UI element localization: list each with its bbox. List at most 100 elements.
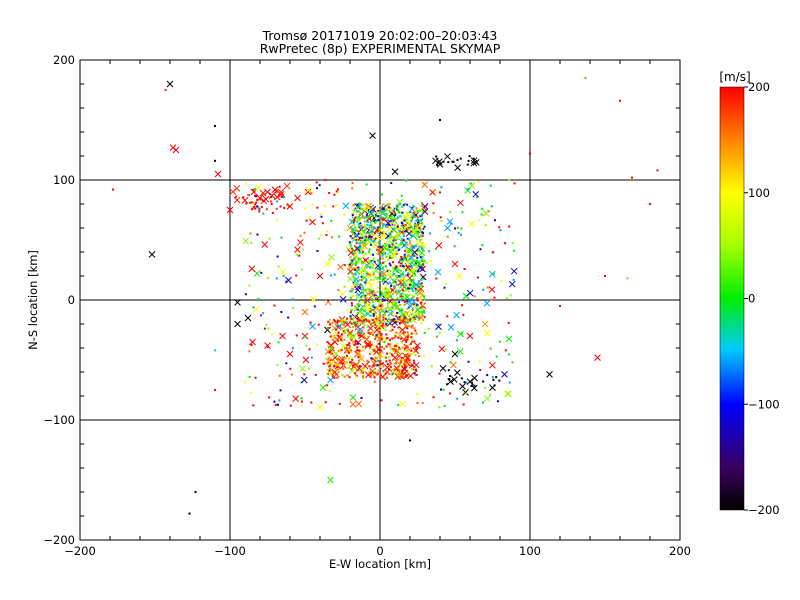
data-point-dot bbox=[379, 362, 382, 365]
data-point-dot bbox=[413, 223, 416, 226]
data-point-cross bbox=[377, 305, 385, 312]
data-point-dot bbox=[323, 205, 326, 208]
data-point-cross bbox=[229, 188, 237, 196]
data-point-dot bbox=[362, 295, 365, 298]
data-point-dot bbox=[331, 236, 334, 239]
data-point-dot bbox=[366, 288, 369, 291]
data-point-dot bbox=[421, 214, 424, 217]
data-point-dot bbox=[351, 187, 354, 190]
data-point-dot bbox=[379, 367, 382, 370]
data-point-dot bbox=[390, 283, 393, 286]
data-point-dot bbox=[420, 301, 423, 304]
data-point-cross bbox=[421, 208, 429, 215]
data-point-dot bbox=[397, 232, 400, 235]
data-point-dot bbox=[405, 220, 408, 223]
data-point-dot bbox=[300, 268, 303, 271]
data-point-dot bbox=[409, 214, 412, 217]
data-point-dot bbox=[405, 218, 408, 221]
data-point-dot bbox=[382, 324, 385, 327]
data-point-dot bbox=[325, 230, 328, 233]
data-point-dot bbox=[365, 238, 368, 241]
data-point-dot bbox=[373, 364, 376, 367]
data-point-dot bbox=[500, 280, 503, 283]
data-point-dot bbox=[374, 215, 377, 218]
data-point-dot bbox=[407, 371, 410, 374]
data-point-dot bbox=[354, 345, 357, 348]
data-point-dot bbox=[383, 341, 386, 344]
data-point-dot bbox=[358, 251, 361, 254]
data-point-dot bbox=[414, 329, 417, 332]
data-point-dot bbox=[418, 317, 421, 320]
data-point-cross bbox=[403, 211, 410, 219]
data-point-dot bbox=[442, 160, 445, 163]
data-point-dot bbox=[289, 404, 292, 407]
data-point-dot bbox=[276, 200, 279, 203]
data-point-dot bbox=[326, 384, 329, 387]
data-point-dot bbox=[449, 374, 452, 377]
data-point-dot bbox=[369, 374, 372, 377]
data-point-dot bbox=[378, 303, 381, 306]
data-point-dot bbox=[448, 378, 451, 381]
data-point-cross bbox=[355, 349, 363, 357]
data-point-dot bbox=[399, 303, 402, 306]
data-point-dot bbox=[356, 349, 359, 352]
data-point-dot bbox=[349, 315, 352, 318]
data-point-dot bbox=[359, 203, 362, 206]
data-point-dot bbox=[357, 257, 360, 260]
data-point-dot bbox=[392, 216, 395, 219]
data-point-dot bbox=[329, 351, 332, 354]
data-point-dot bbox=[393, 286, 396, 289]
data-point-cross bbox=[401, 241, 409, 249]
data-point-cross bbox=[241, 197, 249, 204]
data-point-dot bbox=[350, 312, 353, 315]
data-point-dot bbox=[479, 248, 482, 251]
data-point-dot bbox=[365, 204, 368, 207]
data-point-dot bbox=[390, 353, 393, 356]
data-point-cross bbox=[450, 376, 458, 383]
data-point-dot bbox=[415, 239, 418, 242]
data-point-dot bbox=[374, 323, 377, 326]
data-point-dot bbox=[402, 289, 405, 292]
data-point-dot bbox=[385, 356, 388, 359]
data-point-dot bbox=[328, 374, 331, 377]
data-point-dot bbox=[381, 363, 384, 366]
data-point-dot bbox=[361, 231, 364, 234]
data-point-dot bbox=[382, 319, 385, 322]
data-point-dot bbox=[417, 230, 420, 233]
data-point-dot bbox=[411, 288, 414, 291]
x-tick-label: −100 bbox=[214, 544, 246, 558]
data-point-dot bbox=[443, 404, 446, 407]
colorbar-tick-label: 0 bbox=[748, 292, 755, 306]
data-point-dot bbox=[392, 368, 395, 371]
data-point-dot bbox=[416, 256, 419, 259]
data-point-dot bbox=[402, 332, 405, 335]
data-point-dot bbox=[360, 224, 363, 227]
data-point-cross bbox=[355, 365, 363, 372]
data-point-dot bbox=[481, 207, 484, 210]
data-point-dot bbox=[419, 229, 422, 232]
data-point-dot bbox=[310, 192, 313, 195]
data-point-dot bbox=[346, 317, 349, 320]
data-point-dot bbox=[343, 375, 346, 378]
data-point-dot bbox=[244, 293, 247, 296]
data-point-dot bbox=[392, 372, 395, 375]
data-point-dot bbox=[371, 223, 374, 226]
data-point-dot bbox=[395, 217, 398, 220]
data-point-dot bbox=[379, 304, 382, 307]
data-point-dot bbox=[403, 219, 406, 222]
data-point-dot bbox=[371, 341, 374, 344]
data-point-dot bbox=[387, 343, 390, 346]
data-point-dot bbox=[412, 351, 415, 354]
data-point-dot bbox=[359, 225, 362, 228]
data-point-dot bbox=[392, 239, 395, 242]
data-point-cross bbox=[363, 335, 371, 343]
data-point-dot bbox=[377, 264, 380, 267]
data-point-dot bbox=[352, 361, 355, 364]
data-point-dot bbox=[257, 298, 260, 301]
data-point-dot bbox=[348, 361, 351, 364]
data-point-dot bbox=[357, 354, 360, 357]
data-point-dot bbox=[393, 272, 396, 275]
data-point-dot bbox=[373, 260, 376, 263]
data-point-dot bbox=[418, 252, 421, 255]
data-point-dot bbox=[399, 269, 402, 272]
